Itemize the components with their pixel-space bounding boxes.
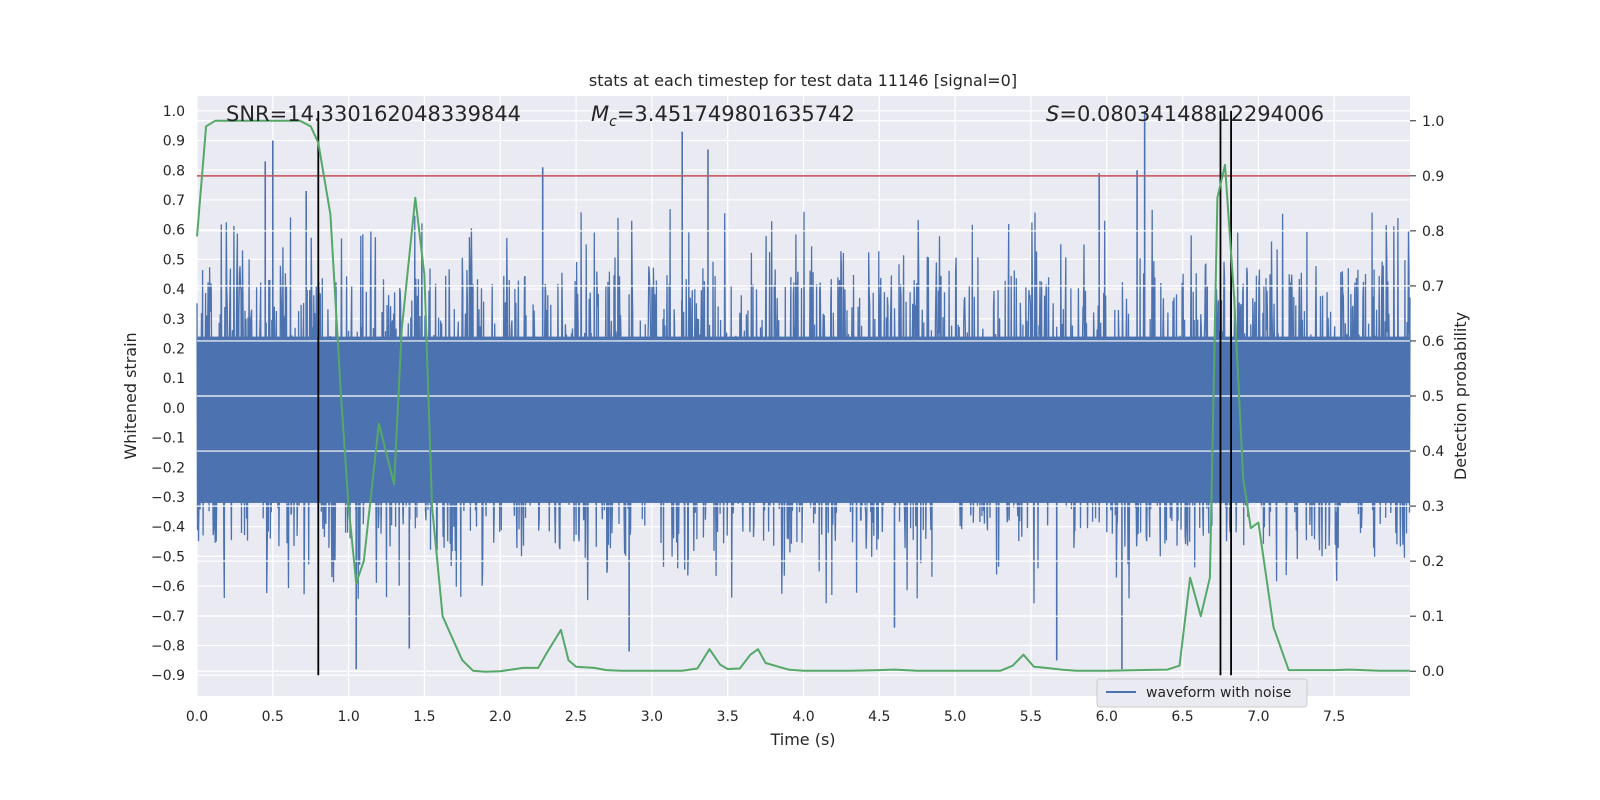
legend-label-waveform: waveform with noise xyxy=(1146,685,1291,701)
s-symbol: S xyxy=(1046,102,1059,126)
chirp-mass-symbol: M xyxy=(591,102,609,126)
y-right-tick-label: 0.8 xyxy=(1422,224,1444,240)
chirp-mass-value: =3.451749801635742 xyxy=(617,102,855,126)
y-axis-label-right: Detection probability xyxy=(1451,312,1470,480)
y-left-tick-label: 0.9 xyxy=(163,134,185,150)
x-tick-label: 5.0 xyxy=(944,709,966,725)
x-tick-label: 0.0 xyxy=(186,709,208,725)
y-left-tick-label: −0.3 xyxy=(151,490,185,506)
y-right-tick-label: 1.0 xyxy=(1422,114,1444,130)
y-left-tick-label: −0.8 xyxy=(151,639,185,655)
x-tick-label: 4.5 xyxy=(868,709,890,725)
x-tick-label: 7.0 xyxy=(1247,709,1269,725)
y-axis-label-left: Whitened strain xyxy=(121,332,140,459)
y-right-tick-label: 0.1 xyxy=(1422,609,1444,625)
y-left-tick-label: 0.4 xyxy=(163,282,185,298)
y-left-tick-label: 0.2 xyxy=(163,341,185,357)
waveform-core-band xyxy=(197,336,1410,503)
y-left-tick-label: −0.5 xyxy=(151,549,185,565)
snr-annotation: SNR=14.330162048339844 xyxy=(226,102,521,126)
y-right-tick-label: 0.3 xyxy=(1422,499,1444,515)
y-right-tick-label: 0.6 xyxy=(1422,334,1444,350)
x-tick-label: 2.5 xyxy=(565,709,587,725)
y-right-tick-label: 0.4 xyxy=(1422,444,1444,460)
detection-probability-line xyxy=(196,119,1410,673)
x-tick-label: 7.5 xyxy=(1323,709,1345,725)
chirp-mass-subscript: c xyxy=(609,114,617,130)
y-left-tick-label: 0.5 xyxy=(163,252,185,268)
y-left-tick-label: −0.2 xyxy=(151,460,185,476)
x-tick-label: 1.5 xyxy=(413,709,435,725)
y-left-tick-label: 0.1 xyxy=(163,371,185,387)
y-left-tick-label: 0.0 xyxy=(163,401,185,417)
s-annotation: S=0.08034148812294006 xyxy=(1046,102,1324,126)
x-tick-label: 3.0 xyxy=(641,709,663,725)
y-left-tick-label: −0.4 xyxy=(151,520,185,536)
detection-probability-series xyxy=(196,110,1410,676)
x-tick-label: 4.0 xyxy=(792,709,814,725)
y-left-tick-label: −0.6 xyxy=(151,579,185,595)
y-left-tick-label: 0.7 xyxy=(163,193,185,209)
x-tick-label: 6.5 xyxy=(1171,709,1193,725)
chart-title: stats at each timestep for test data 111… xyxy=(589,71,1017,90)
y-right-tick-label: 0.0 xyxy=(1422,664,1444,680)
y-right-tick-label: 0.9 xyxy=(1422,169,1444,185)
y-right-tick-label: 0.7 xyxy=(1422,279,1444,295)
s-value: =0.08034148812294006 xyxy=(1059,102,1324,126)
x-axis-label: Time (s) xyxy=(769,730,835,749)
tick-labels: 0.0 0.5 1.0 1.5 2.0 2.5 3.0 3.5 4.0 4.5 5.0 5.5 6.0 6… xyxy=(151,104,1444,725)
x-tick-label: 5.5 xyxy=(1020,709,1042,725)
x-tick-label: 2.0 xyxy=(489,709,511,725)
x-tick-label: 3.5 xyxy=(717,709,739,725)
y-left-tick-label: −0.1 xyxy=(151,431,185,447)
legend: waveform with noise xyxy=(1096,678,1308,708)
x-tick-label: 0.5 xyxy=(262,709,284,725)
x-tick-label: 1.0 xyxy=(337,709,359,725)
y-left-tick-label: −0.9 xyxy=(151,668,185,684)
y-right-tick-label: 0.5 xyxy=(1422,389,1444,405)
chirp-mass-annotation: Mc=3.451749801635742 xyxy=(591,102,855,130)
y-left-tick-label: 1.0 xyxy=(163,104,185,120)
y-right-tick-label: 0.2 xyxy=(1422,554,1444,570)
y-left-tick-label: 0.6 xyxy=(163,223,185,239)
y-left-tick-label: −0.7 xyxy=(151,609,185,625)
legend-box xyxy=(1096,678,1308,708)
x-tick-label: 6.0 xyxy=(1096,709,1118,725)
y-left-tick-label: 0.8 xyxy=(163,163,185,179)
y-left-tick-label: 0.3 xyxy=(163,312,185,328)
